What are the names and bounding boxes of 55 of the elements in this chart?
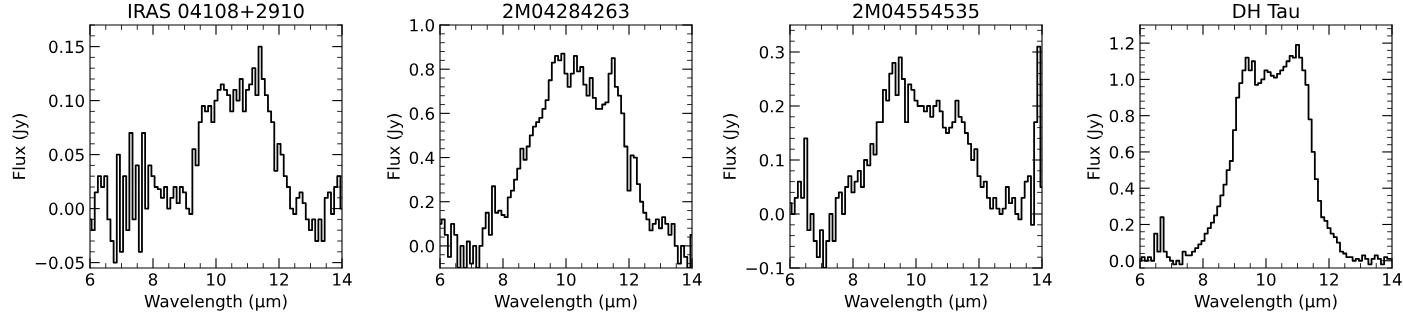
chart-title: DH Tau xyxy=(1233,3,1299,19)
chart-title: IRAS 04108+2910 xyxy=(128,3,304,19)
y-tick-label: 0.00 xyxy=(49,202,85,216)
x-tick-label: 8 xyxy=(848,273,858,286)
y-tick-label: 0.0 xyxy=(759,207,785,221)
y-axis-title: Flux (Jy) xyxy=(386,114,404,179)
x-tick-label: 6 xyxy=(1135,273,1145,286)
x-tick-label: 8 xyxy=(148,273,158,286)
x-tick-label: 14 xyxy=(1033,273,1052,286)
y-tick-label: 0.4 xyxy=(1109,182,1135,195)
x-axis-title: Wavelength (μm) xyxy=(1194,294,1337,311)
y-tick-label: 0.10 xyxy=(49,94,85,108)
y-tick-label: 1.0 xyxy=(1110,73,1135,86)
y-tick-label: 0.6 xyxy=(1109,145,1135,159)
y-tick-label: 0.2 xyxy=(1109,218,1134,232)
y-tick-label: 0.0 xyxy=(1109,254,1135,268)
y-tick-label: 0.8 xyxy=(1109,109,1134,123)
y-tick-label: 0.2 xyxy=(759,99,784,113)
chart-title: 2M04284263 xyxy=(503,3,629,19)
x-tick-label: 12 xyxy=(970,273,988,286)
x-tick-label: 10 xyxy=(557,273,576,286)
y-tick-label: 0.6 xyxy=(409,107,435,120)
x-tick-label: 10 xyxy=(207,273,226,286)
x-axis-title: Wavelength (μm) xyxy=(494,294,637,311)
x-tick-label: 12 xyxy=(620,273,638,286)
chart-title: 2M04554535 xyxy=(853,3,979,19)
x-tick-label: 14 xyxy=(1383,273,1402,286)
x-tick-label: 14 xyxy=(333,273,352,286)
y-tick-label: 0.4 xyxy=(409,151,435,165)
x-tick-label: 8 xyxy=(498,273,508,286)
x-axis-title: Wavelength (μm) xyxy=(144,294,287,311)
x-tick-label: 6 xyxy=(435,273,445,286)
x-tick-label: 6 xyxy=(85,273,95,286)
x-tick-label: 10 xyxy=(1257,273,1276,286)
y-tick-label: 0.3 xyxy=(759,45,784,59)
y-tick-label: 1.2 xyxy=(1110,37,1134,50)
y-tick-label: −0.1 xyxy=(746,261,784,275)
y-tick-label: 0.2 xyxy=(409,195,434,209)
y-axis-title: Flux (Jy) xyxy=(722,114,740,179)
y-tick-label: 1.0 xyxy=(410,18,435,32)
y-tick-label: 0.8 xyxy=(409,63,434,76)
x-axis-title: Wavelength (μm) xyxy=(844,294,987,311)
y-axis-title: Flux (Jy) xyxy=(12,114,29,179)
y-tick-label: 0.1 xyxy=(759,153,784,167)
x-tick-label: 12 xyxy=(270,273,288,286)
x-tick-label: 6 xyxy=(785,273,795,286)
y-tick-label: 0.0 xyxy=(409,239,435,253)
y-tick-label: 0.15 xyxy=(49,40,84,54)
x-tick-label: 14 xyxy=(683,273,702,286)
y-tick-label: −0.05 xyxy=(35,256,84,270)
y-tick-label: 0.05 xyxy=(49,148,84,162)
x-tick-label: 8 xyxy=(1198,273,1208,286)
y-axis-title: Flux (Jy) xyxy=(1086,114,1104,179)
x-tick-label: 10 xyxy=(907,273,926,286)
x-tick-label: 12 xyxy=(1320,273,1338,286)
